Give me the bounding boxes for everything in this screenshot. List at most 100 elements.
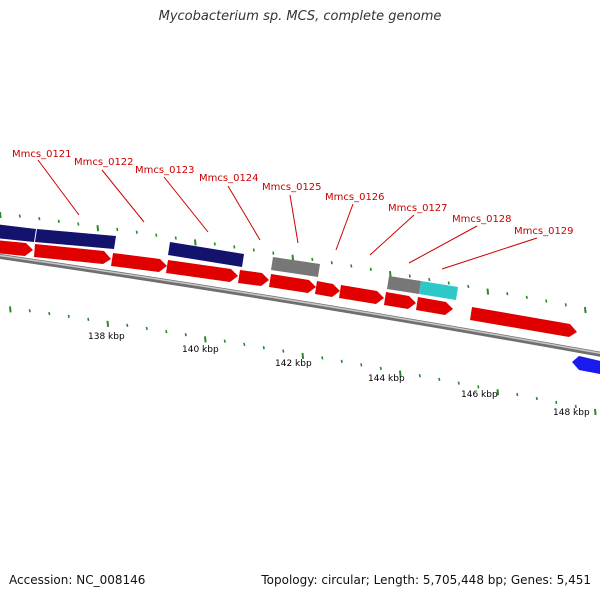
outer-tick [135,230,138,234]
gene-forward-11[interactable] [470,307,577,337]
inner-tick [321,356,324,360]
inner-tick [496,389,500,396]
gene-forward-7[interactable] [315,281,340,297]
gene-forward-1[interactable] [0,240,33,256]
outer-tick [155,233,158,237]
outer-tick [486,288,490,295]
inner-tick [165,329,168,334]
outer-tick [272,251,275,255]
outer-tick [96,225,100,232]
inner-tick-row [9,306,597,416]
gene-label-2: Mmcs_0122 [74,157,134,168]
kbp-label-144: 144 kbp [368,374,405,384]
inner-tick [555,400,558,405]
inner-tick [106,320,110,327]
outer-tick [584,306,587,314]
inner-tick [457,381,460,385]
outer-tick [545,299,548,303]
gene-gray-1[interactable] [271,257,320,277]
gene-labels: Mmcs_0121 Mmcs_0122 Mmcs_0123 Mmcs_0124 … [12,149,574,237]
inner-tick [48,311,51,316]
inner-tick [9,306,12,313]
outer-tick [77,222,80,226]
inner-tick [126,323,129,328]
inner-tick [282,349,285,353]
outer-tick [213,242,216,246]
outer-tick [311,257,314,262]
kbp-label-142: 142 kbp [275,359,312,369]
inner-tick [262,346,265,350]
gene-forward-9[interactable] [384,292,416,309]
inner-tick [184,333,187,337]
genome-backbone-highlight [0,254,600,354]
outer-tick [350,264,353,268]
gene-reverse-2[interactable] [35,229,116,249]
outer-tick [116,227,119,232]
outer-tick [428,277,431,282]
outer-tick [408,274,411,278]
inner-tick [438,377,441,382]
inner-tick [67,314,70,319]
map-title: Mycobacterium sp. MCS, complete genome [158,9,442,24]
inner-tick [516,392,519,397]
outer-tick [194,239,197,246]
gene-label-7: Mmcs_0127 [388,203,448,214]
inner-tick [535,396,538,401]
gene-reverse-3[interactable] [168,242,244,267]
inner-tick [399,370,402,377]
inner-tick [594,408,597,416]
gene-label-8: Mmcs_0128 [452,214,512,225]
gene-label-4: Mmcs_0124 [199,173,259,184]
inner-tick [87,317,90,322]
outer-tick [18,214,21,218]
inner-tick [301,352,305,360]
gene-forward-3[interactable] [111,253,167,272]
gene-forward-10[interactable] [416,297,453,315]
accession-text: Accession: NC_008146 [9,573,146,587]
outer-tick [291,254,295,261]
inner-tick [28,309,31,313]
kbp-labels: 138 kbp 140 kbp 142 kbp 144 kbp 146 kbp … [88,332,590,418]
gene-forward-2[interactable] [34,244,111,264]
inner-tick [360,363,363,367]
inner-tick [204,336,207,343]
outer-tick [252,248,255,252]
gene-forward-8[interactable] [339,285,384,304]
gene-reverse-1[interactable] [0,224,36,242]
outer-tick-row [0,211,587,314]
outer-tick [525,295,528,300]
inner-tick [418,374,421,378]
inner-tick [223,339,226,343]
gene-forward-6[interactable] [269,274,316,293]
kbp-label-140: 140 kbp [182,345,219,355]
outer-tick [564,303,567,307]
outer-tick [389,271,392,278]
gene-label-5: Mmcs_0125 [262,182,322,193]
genome-summary-text: Topology: circular; Length: 5,705,448 bp… [261,573,591,587]
inner-tick [379,366,382,371]
kbp-label-138: 138 kbp [88,332,125,342]
outer-tick [233,245,236,249]
outer-tick [467,284,470,289]
outer-tick [38,216,41,221]
gene-label-1: Mmcs_0121 [12,149,72,160]
gene-forward-4[interactable] [166,260,238,282]
gene-blue-1[interactable] [572,356,600,375]
outer-tick [330,261,333,265]
inner-tick [340,359,343,364]
kbp-label-148: 148 kbp [553,408,590,418]
kbp-label-146: 146 kbp [461,390,498,400]
outer-tick [57,219,60,223]
callout-lines [37,159,538,270]
gene-cyan-1[interactable] [419,281,458,300]
outer-tick [0,211,2,219]
inner-tick [145,326,148,331]
inner-tick [243,342,246,347]
gene-gray-2[interactable] [387,276,421,294]
inner-tick [574,404,577,409]
outer-tick [369,267,372,271]
gene-forward-5[interactable] [238,270,269,286]
gene-label-6: Mmcs_0126 [325,192,385,203]
